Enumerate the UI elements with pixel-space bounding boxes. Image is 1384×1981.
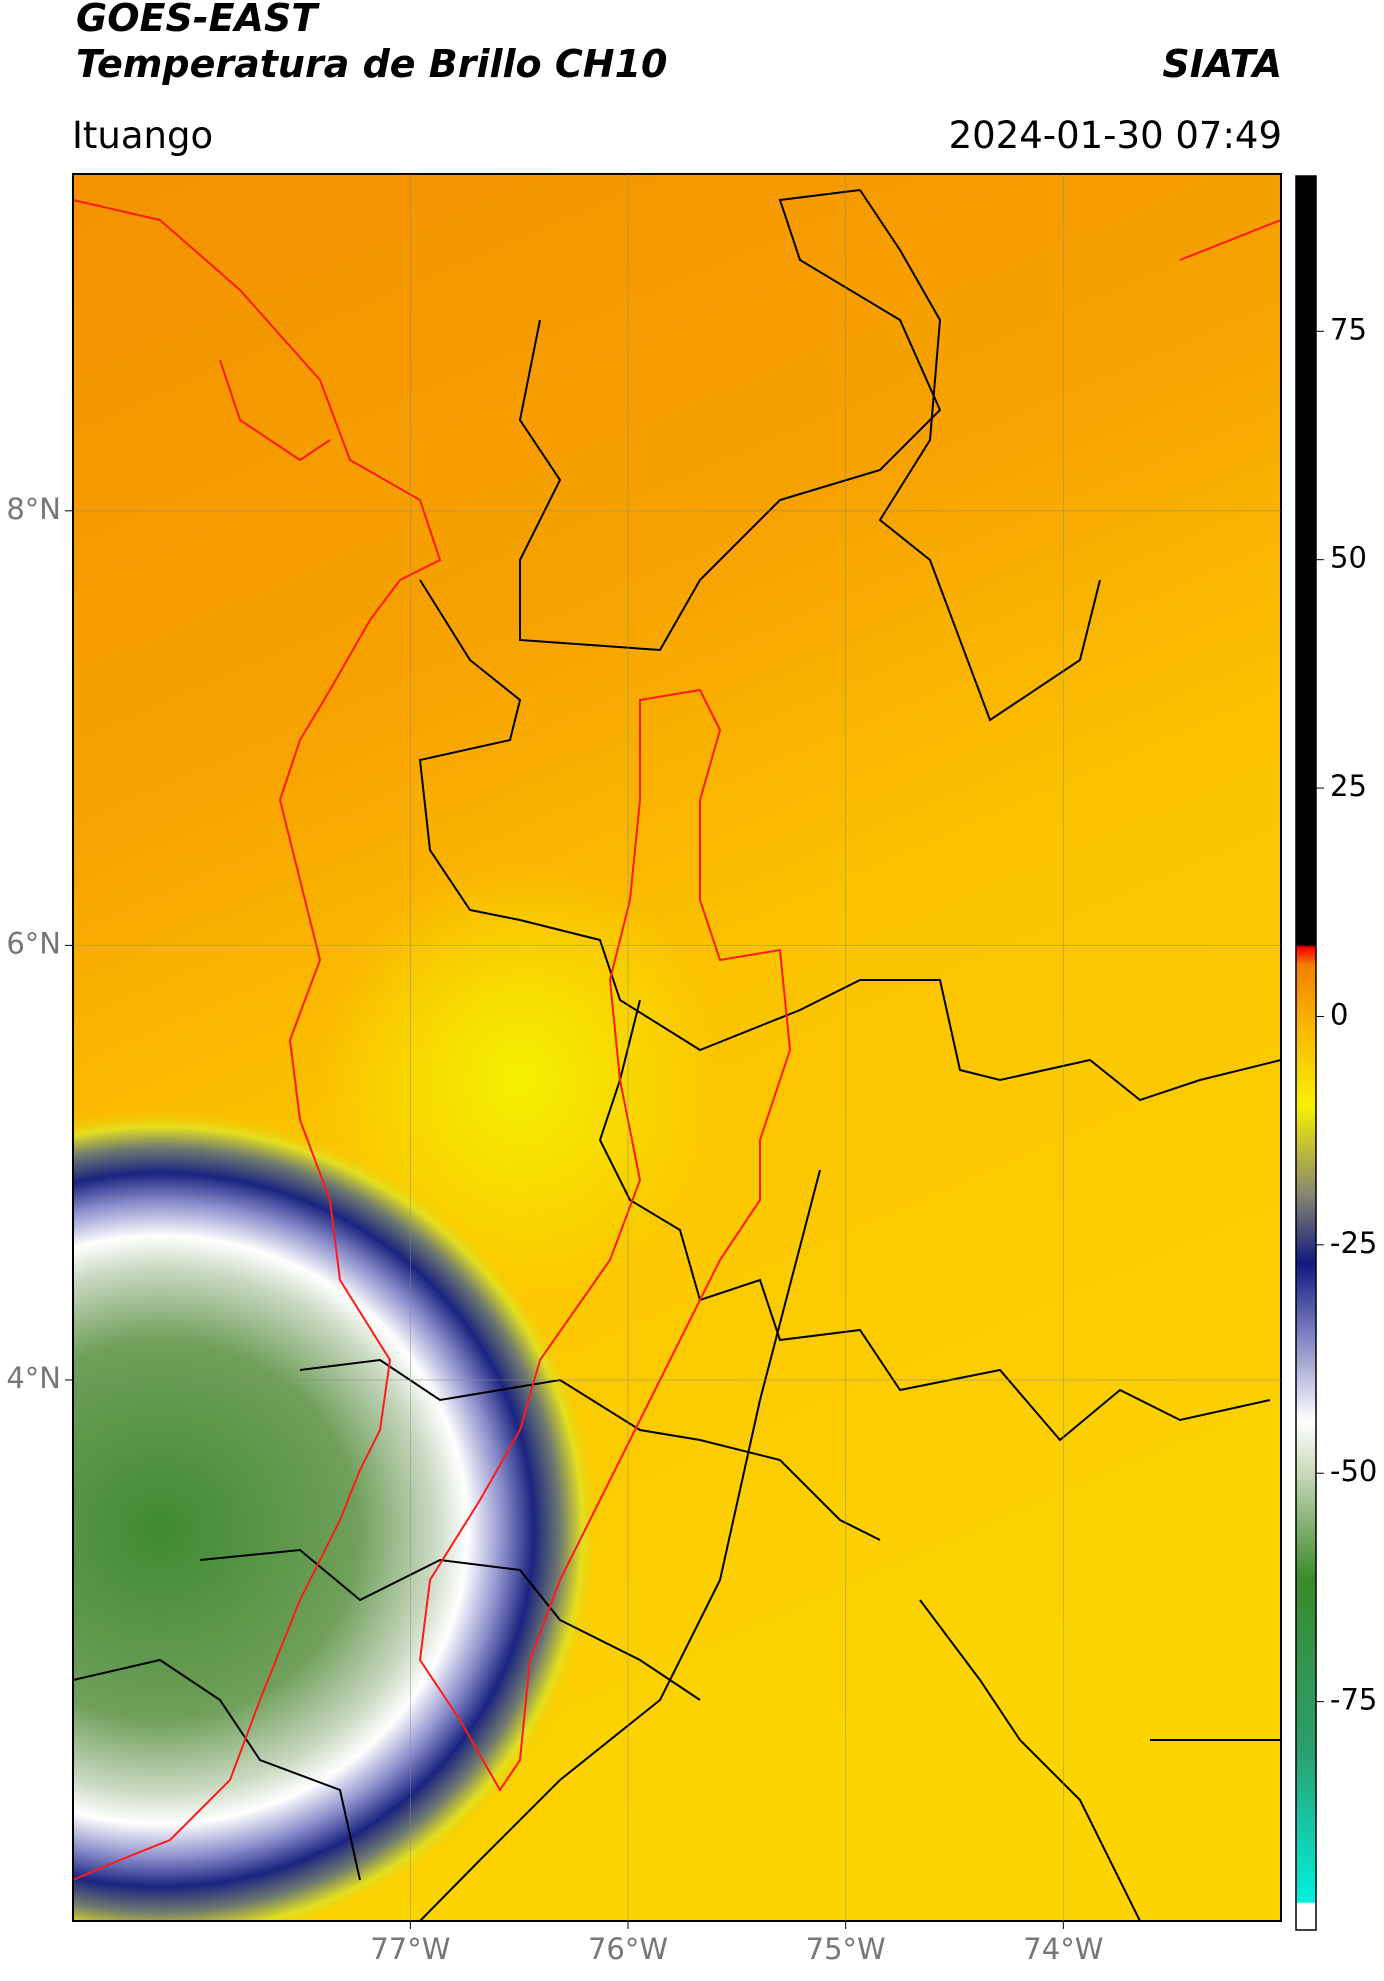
location: Ituango [72, 114, 214, 157]
colorbar-tick-label: -25 [1330, 1226, 1377, 1260]
cloud-top [73, 1110, 600, 1921]
x-tick-label: 74°W [1023, 1932, 1103, 1966]
x-tick-label: 75°W [806, 1932, 886, 1966]
title-line1: GOES-EAST [76, 0, 318, 40]
borders [73, 189, 1281, 1921]
imagery [73, 174, 1281, 1921]
colorbar-tick-label: 50 [1330, 541, 1367, 575]
colorbar-tick-label: 0 [1330, 997, 1348, 1031]
source: SIATA [1162, 42, 1282, 86]
title-line2: Temperatura de Brillo CH10 [76, 42, 668, 86]
colorbar-tick-label: -50 [1330, 1454, 1377, 1488]
colorbar-tick-label: -75 [1330, 1683, 1377, 1717]
y-tick-label: 6°N [6, 926, 61, 960]
warm-region [320, 860, 720, 1300]
x-tick-label: 77°W [370, 1932, 450, 1966]
x-tick-label: 76°W [588, 1932, 668, 1966]
colorbar [1295, 175, 1317, 1931]
colorbar-tick-label: 75 [1330, 312, 1367, 346]
map-frame [72, 173, 1282, 1922]
colorbar-tick-label: 25 [1330, 769, 1367, 803]
y-tick-label: 4°N [6, 1361, 61, 1395]
y-tick-label: 8°N [6, 492, 61, 526]
coastline-and-basin [73, 199, 1281, 1881]
timestamp: 2024-01-30 07:49 [948, 114, 1282, 157]
